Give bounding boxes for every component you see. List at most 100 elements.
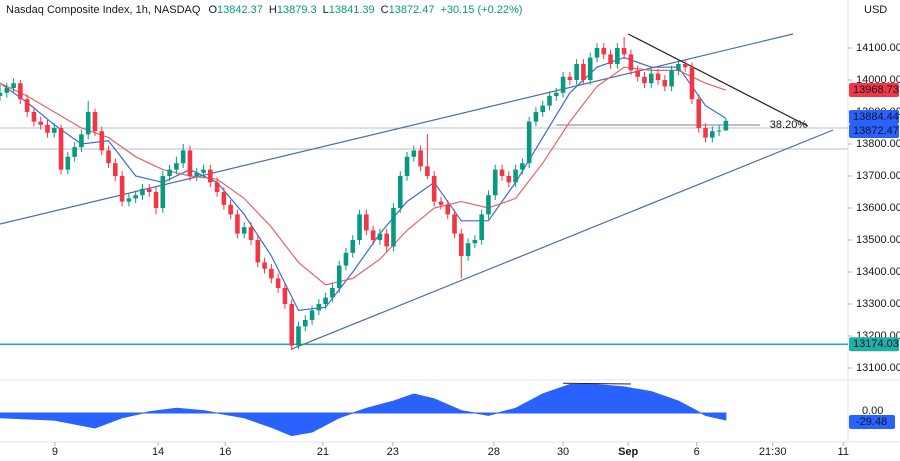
price-label: 13884.44 <box>853 111 899 123</box>
candle-body <box>716 130 722 132</box>
x-tick-label: 21:30 <box>759 446 787 458</box>
y-tick-label: 13300.00 <box>856 298 900 310</box>
candle-body <box>397 176 403 208</box>
ohlc-key: C <box>381 4 389 16</box>
candle-body <box>682 64 688 68</box>
candle-body <box>221 192 227 205</box>
price-label-box <box>849 123 899 138</box>
oscillator-last-label: -29.48 <box>856 416 887 428</box>
x-tick-label: 21 <box>317 446 329 458</box>
candle-body <box>167 169 172 176</box>
candle-body <box>350 240 356 253</box>
ohlc-value: 13879.3 <box>277 4 317 16</box>
candle-body <box>45 124 50 133</box>
candle-body <box>309 310 315 320</box>
candle-body <box>72 147 77 157</box>
y-tick-label: 14000.00 <box>856 74 900 86</box>
chart-title: Nasdaq Composite Index, 1h, NASDAQ <box>6 4 201 16</box>
y-tick-label: 13700.00 <box>856 170 900 182</box>
candle-body <box>621 48 627 55</box>
candle-body <box>648 73 654 84</box>
y-tick-label: 13400.00 <box>856 266 900 278</box>
candle-body <box>208 169 213 183</box>
candle-body <box>228 204 233 215</box>
candle-body <box>642 76 647 84</box>
candle-body <box>316 304 322 311</box>
x-tick-label: 16 <box>219 446 231 458</box>
currency: USD <box>864 4 887 16</box>
candle-body <box>587 57 593 80</box>
candle-body <box>51 128 57 133</box>
oscillator-marker <box>563 382 631 385</box>
candle-body <box>560 76 566 93</box>
trend-line <box>627 33 809 127</box>
header: Nasdaq Composite Index, 1h, NASDAQ O13842… <box>6 4 522 16</box>
candle-body <box>472 240 478 244</box>
y-tick-label: 13100.00 <box>856 362 900 374</box>
y-tick-label: 13800.00 <box>856 138 900 150</box>
candle-body <box>133 195 138 199</box>
candle-body <box>119 176 125 202</box>
candle-body <box>343 252 349 266</box>
candle-body <box>180 150 186 164</box>
candle-body <box>608 54 613 64</box>
y-tick-label: 14100.00 <box>856 42 900 54</box>
candle-body <box>92 112 98 132</box>
candle-body <box>710 131 715 138</box>
candle-body <box>113 163 118 176</box>
candle-body <box>452 214 457 234</box>
ohlc-value: 13872.47 <box>389 4 435 16</box>
candle-body <box>262 262 267 269</box>
candle-body <box>479 214 484 240</box>
price-label-box <box>849 83 899 98</box>
price-label: 13968.73 <box>853 84 899 96</box>
candle-body <box>669 70 674 87</box>
candle-body <box>65 156 71 170</box>
x-tick-label: 6 <box>694 446 700 458</box>
candle-body <box>431 176 437 202</box>
candle-body <box>391 208 396 247</box>
candle-body <box>628 54 634 71</box>
fib-label: 38.20% <box>770 119 808 131</box>
candle-body <box>214 182 220 192</box>
candle-body <box>492 169 498 196</box>
candle-body <box>574 64 579 80</box>
candle-body <box>411 150 417 157</box>
candle-body <box>126 198 132 202</box>
candle-body <box>0 92 3 96</box>
candle-body <box>459 233 464 256</box>
candle-body <box>486 195 491 215</box>
candle-body <box>248 227 254 240</box>
candle-body <box>526 121 532 164</box>
candle-body <box>499 169 505 176</box>
x-tick-label: 11 <box>838 446 849 458</box>
candle-body <box>689 67 695 100</box>
candle-body <box>635 70 640 77</box>
candle-body <box>723 120 729 131</box>
candle-body <box>58 128 64 170</box>
candle-body <box>377 233 383 240</box>
ohlc-value: 13842.37 <box>217 4 263 16</box>
candle-body <box>601 48 607 55</box>
ohlc-value: 13841.39 <box>329 4 375 16</box>
candle-body <box>235 214 240 234</box>
x-tick-label: 9 <box>52 446 58 458</box>
candle-body <box>357 214 362 240</box>
candle-body <box>336 265 342 288</box>
trend-line <box>291 129 834 350</box>
candle-body <box>404 156 410 176</box>
candle-body <box>31 112 37 122</box>
candle-body <box>241 227 247 234</box>
x-tick-label: Sep <box>618 446 638 458</box>
candle-body <box>615 48 620 64</box>
change: +30.15 (+0.22%) <box>440 4 522 16</box>
candle-body <box>553 92 559 96</box>
x-tick-label: 28 <box>488 446 500 458</box>
candle-body <box>153 192 159 208</box>
candle-body <box>662 80 668 87</box>
candle-body <box>187 150 193 176</box>
price-label-box <box>849 109 899 124</box>
candle-body <box>533 112 539 122</box>
candle-body <box>567 76 573 80</box>
candle-body <box>18 83 23 100</box>
